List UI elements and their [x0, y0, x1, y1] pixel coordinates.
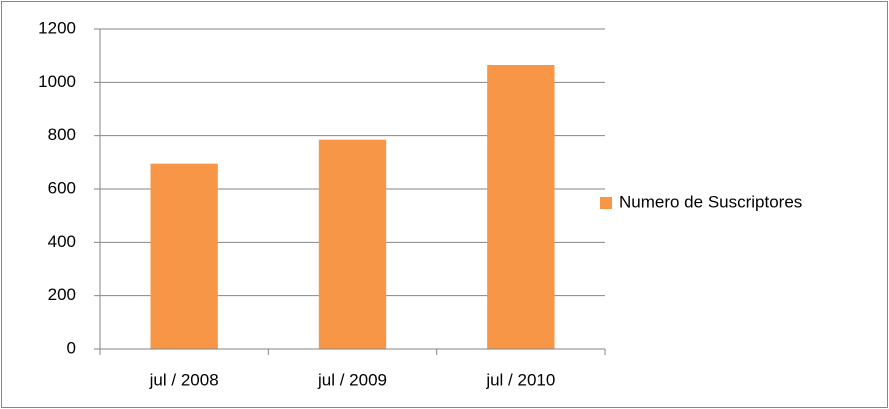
- y-tick-label: 1200: [38, 18, 76, 37]
- x-tick-label: jul / 2010: [485, 370, 555, 389]
- y-tick-label: 1000: [38, 72, 76, 91]
- x-tick-label: jul / 2008: [149, 370, 219, 389]
- y-tick-label: 400: [48, 232, 76, 251]
- y-tick-label: 800: [48, 125, 76, 144]
- y-tick-label: 600: [48, 178, 76, 197]
- bar: [318, 139, 387, 349]
- x-tick-label: jul / 2009: [317, 370, 387, 389]
- y-tick-label: 200: [48, 285, 76, 304]
- legend-swatch: [600, 197, 612, 209]
- bar: [487, 65, 555, 349]
- bar: [150, 163, 218, 349]
- legend-label: Numero de Suscriptores: [619, 192, 802, 211]
- y-tick-label: 0: [67, 338, 76, 357]
